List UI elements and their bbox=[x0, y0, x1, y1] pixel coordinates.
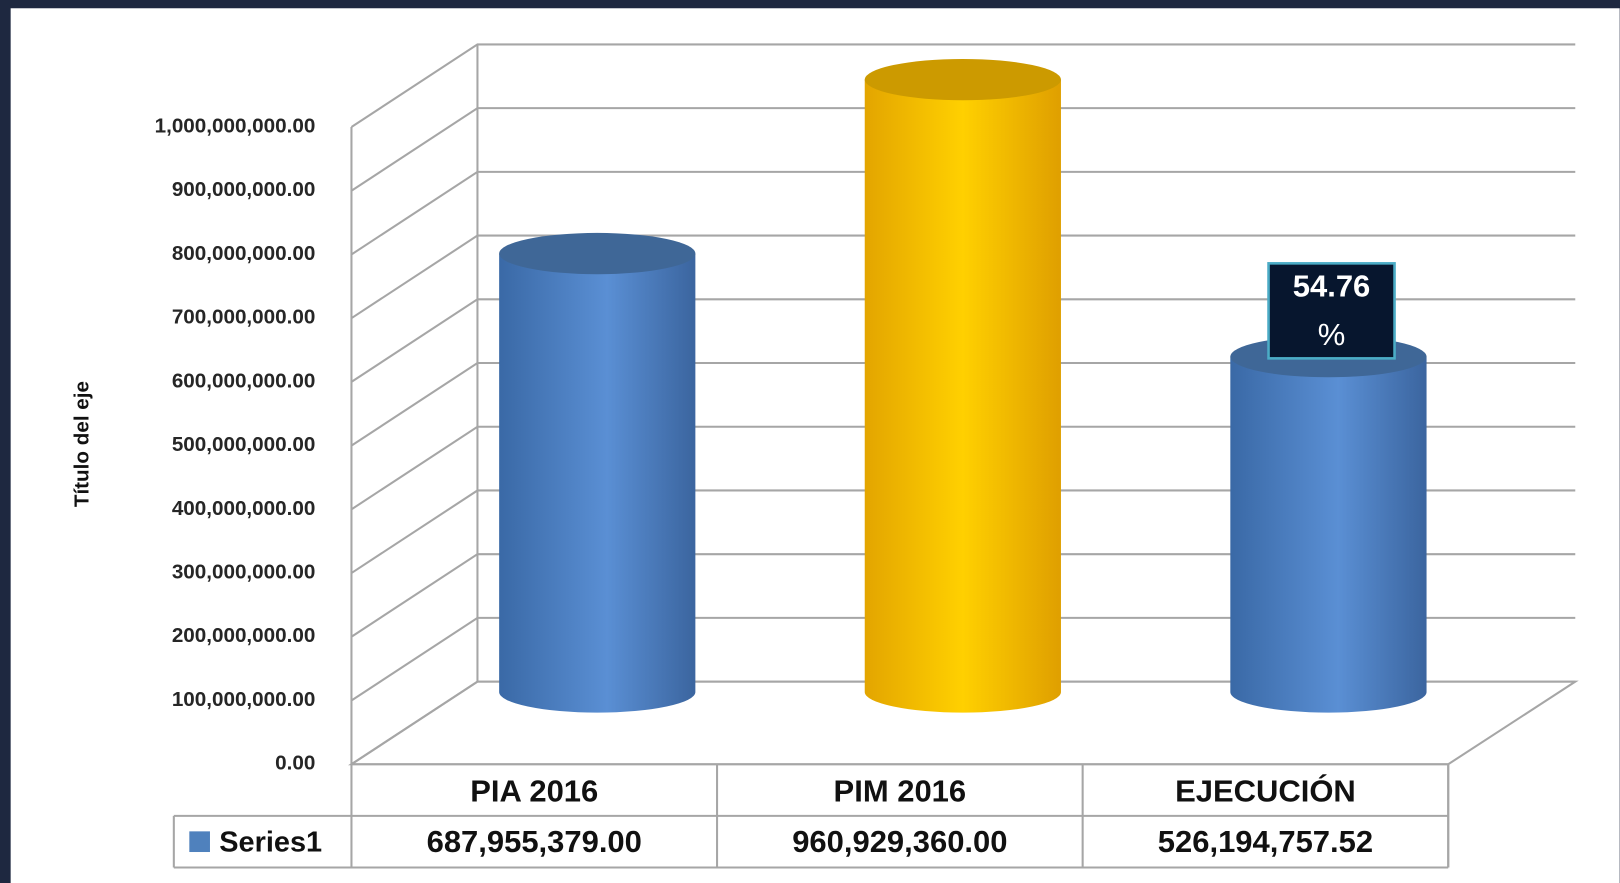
table-value: 687,955,379.00 bbox=[427, 824, 642, 859]
y-tick-label: 400,000,000.00 bbox=[172, 497, 315, 520]
grid-line bbox=[350, 298, 1576, 383]
legend-label: Series1 bbox=[219, 826, 322, 858]
y-tick-label: 100,000,000.00 bbox=[172, 688, 315, 711]
y-tick-label: 200,000,000.00 bbox=[172, 624, 315, 647]
legend-swatch bbox=[189, 831, 210, 853]
y-tick-label: 1,000,000,000.00 bbox=[155, 114, 316, 137]
y-tick-label: 300,000,000.00 bbox=[172, 561, 315, 584]
table-value: 526,194,757.52 bbox=[1158, 824, 1373, 859]
grid-line bbox=[350, 170, 1576, 256]
cylinder-top bbox=[864, 58, 1061, 101]
category-label: PIA 2016 bbox=[470, 773, 598, 808]
table-value: 960,929,360.00 bbox=[792, 824, 1007, 859]
category-label: PIM 2016 bbox=[834, 773, 967, 808]
cylinder-top bbox=[499, 232, 696, 275]
annotation-box bbox=[1267, 262, 1396, 360]
annotation-text: % bbox=[1318, 317, 1346, 352]
y-tick-label: 500,000,000.00 bbox=[172, 433, 315, 456]
grid-line bbox=[350, 616, 1576, 702]
grid-line bbox=[350, 234, 1576, 320]
grid-line bbox=[350, 361, 1576, 447]
grid-line bbox=[350, 680, 1576, 766]
grid-line bbox=[350, 489, 1576, 574]
grid-line bbox=[350, 553, 1576, 638]
grid-line bbox=[350, 43, 1576, 128]
y-tick-label: 800,000,000.00 bbox=[172, 242, 315, 265]
y-axis-label: Título del eje bbox=[70, 381, 93, 507]
cylinder bbox=[499, 253, 696, 713]
y-tick-label: 700,000,000.00 bbox=[172, 306, 315, 329]
category-label: EJECUCIÓN bbox=[1175, 772, 1356, 808]
y-tick-label: 0.00 bbox=[275, 752, 315, 775]
cylinder bbox=[1230, 356, 1427, 713]
cylinder bbox=[864, 79, 1061, 713]
y-tick-label: 900,000,000.00 bbox=[172, 178, 315, 201]
annotation-text: 54.76 bbox=[1293, 268, 1371, 303]
grid-line bbox=[350, 107, 1576, 192]
y-tick-label: 600,000,000.00 bbox=[172, 369, 315, 392]
grid-line bbox=[350, 425, 1576, 511]
